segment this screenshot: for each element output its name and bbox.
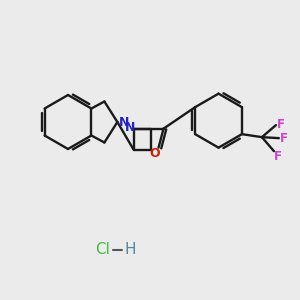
Text: F: F xyxy=(274,150,282,163)
Text: Cl: Cl xyxy=(96,242,110,257)
Text: H: H xyxy=(124,242,136,257)
Text: F: F xyxy=(277,118,285,131)
Text: N: N xyxy=(125,121,136,134)
Text: O: O xyxy=(149,147,160,160)
Text: F: F xyxy=(280,132,288,145)
Text: N: N xyxy=(118,116,129,128)
